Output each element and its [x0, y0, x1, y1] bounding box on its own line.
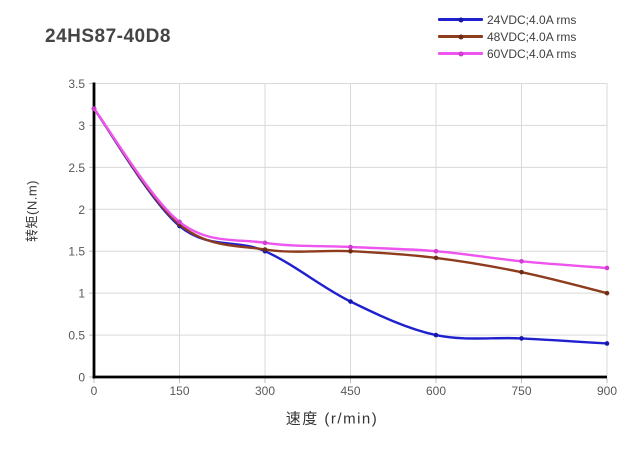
svg-text:3: 3: [78, 119, 85, 133]
svg-text:750: 750: [511, 384, 531, 398]
svg-text:450: 450: [340, 384, 360, 398]
legend-item-60vdc: 60VDC;4.0A rms: [438, 45, 576, 62]
y-axis-title: 转矩(N.m): [24, 180, 40, 242]
legend-line-swatch-60vdc: [438, 51, 483, 56]
svg-text:2: 2: [78, 203, 85, 217]
legend-marker-dot-48vdc: [458, 34, 463, 39]
svg-text:0: 0: [91, 384, 98, 398]
legend-marker-dot-24vdc: [458, 17, 463, 22]
svg-text:150: 150: [169, 384, 189, 398]
legend-marker-dot-60vdc: [458, 51, 463, 56]
legend-item-24vdc: 24VDC;4.0A rms: [438, 11, 576, 28]
legend-label-48vdc: 48VDC;4.0A rms: [487, 29, 577, 44]
legend-line-swatch-24vdc: [438, 17, 483, 22]
svg-text:0.5: 0.5: [68, 329, 85, 343]
chart-title: 24HS87-40D8: [45, 26, 171, 47]
svg-text:1.5: 1.5: [68, 245, 85, 259]
legend: 24VDC;4.0A rms 48VDC;4.0A rms 60VDC;4.0A…: [438, 11, 576, 62]
svg-text:2.5: 2.5: [68, 161, 85, 175]
svg-text:600: 600: [426, 384, 446, 398]
legend-label-24vdc: 24VDC;4.0A rms: [487, 12, 577, 27]
legend-label-60vdc: 60VDC;4.0A rms: [487, 46, 577, 61]
legend-line-swatch-48vdc: [438, 34, 483, 39]
svg-text:900: 900: [597, 384, 617, 398]
legend-item-48vdc: 48VDC;4.0A rms: [438, 28, 576, 45]
x-axis-title: 速度 (r/min): [285, 410, 379, 428]
svg-text:3.5: 3.5: [68, 77, 85, 91]
svg-text:0: 0: [78, 371, 85, 385]
svg-text:300: 300: [255, 384, 275, 398]
svg-text:1: 1: [78, 287, 85, 301]
